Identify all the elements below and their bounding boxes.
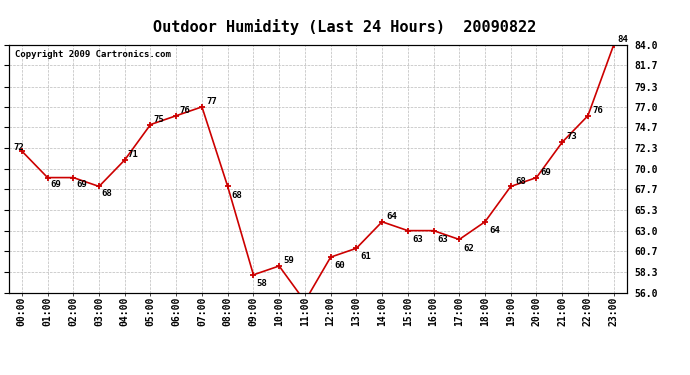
Text: 69: 69 bbox=[76, 180, 87, 189]
Text: 58: 58 bbox=[256, 279, 267, 288]
Text: 68: 68 bbox=[515, 177, 526, 186]
Text: 60: 60 bbox=[335, 261, 346, 270]
Text: Outdoor Humidity (Last 24 Hours)  20090822: Outdoor Humidity (Last 24 Hours) 2009082… bbox=[153, 19, 537, 35]
Text: Copyright 2009 Cartronics.com: Copyright 2009 Cartronics.com bbox=[15, 50, 171, 59]
Text: 55: 55 bbox=[0, 374, 1, 375]
Text: 76: 76 bbox=[179, 106, 190, 115]
Text: 71: 71 bbox=[128, 150, 138, 159]
Text: 73: 73 bbox=[566, 132, 577, 141]
Text: 62: 62 bbox=[464, 244, 474, 253]
Text: 76: 76 bbox=[592, 106, 603, 115]
Text: 61: 61 bbox=[360, 252, 371, 261]
Text: 69: 69 bbox=[50, 180, 61, 189]
Text: 77: 77 bbox=[206, 97, 217, 106]
Text: 75: 75 bbox=[153, 115, 164, 124]
Text: 64: 64 bbox=[386, 212, 397, 221]
Text: 68: 68 bbox=[232, 190, 243, 200]
Text: 69: 69 bbox=[541, 168, 551, 177]
Text: 64: 64 bbox=[489, 226, 500, 235]
Text: 63: 63 bbox=[412, 235, 423, 244]
Text: 84: 84 bbox=[618, 35, 629, 44]
Text: 72: 72 bbox=[14, 142, 24, 152]
Text: 59: 59 bbox=[284, 256, 294, 265]
Text: 68: 68 bbox=[102, 189, 112, 198]
Text: 63: 63 bbox=[437, 235, 448, 244]
